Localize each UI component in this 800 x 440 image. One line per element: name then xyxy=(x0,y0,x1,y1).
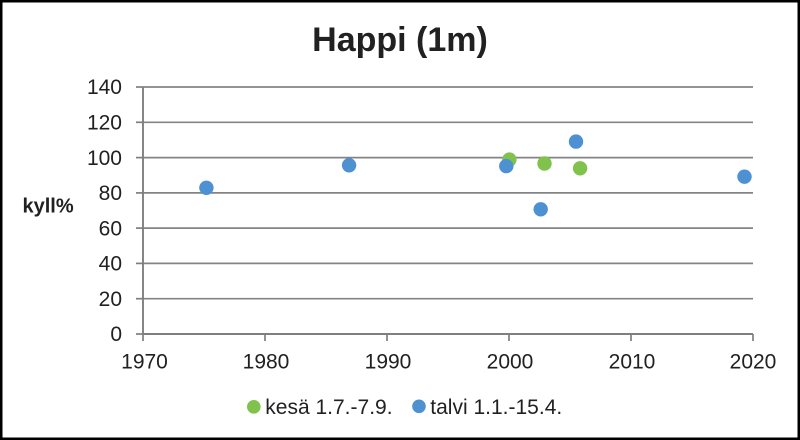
svg-text:20: 20 xyxy=(99,288,122,311)
svg-text:1970: 1970 xyxy=(121,351,168,374)
svg-text:80: 80 xyxy=(99,182,122,205)
svg-text:1990: 1990 xyxy=(365,351,412,374)
svg-text:Happi (1m): Happi (1m) xyxy=(312,21,488,59)
svg-text:kyll%: kyll% xyxy=(23,196,74,218)
svg-text:talvi 1.1.-15.4.: talvi 1.1.-15.4. xyxy=(430,396,562,419)
svg-text:0: 0 xyxy=(110,323,122,346)
svg-text:2000: 2000 xyxy=(487,351,534,374)
svg-text:2010: 2010 xyxy=(609,351,656,374)
svg-text:40: 40 xyxy=(99,253,122,276)
svg-text:100: 100 xyxy=(87,147,122,170)
svg-text:120: 120 xyxy=(87,112,122,135)
svg-text:1980: 1980 xyxy=(243,351,290,374)
svg-text:kesä 1.7.-7.9.: kesä 1.7.-7.9. xyxy=(265,396,392,419)
svg-text:60: 60 xyxy=(99,217,122,240)
svg-text:140: 140 xyxy=(87,76,122,99)
svg-text:2020: 2020 xyxy=(730,351,777,374)
